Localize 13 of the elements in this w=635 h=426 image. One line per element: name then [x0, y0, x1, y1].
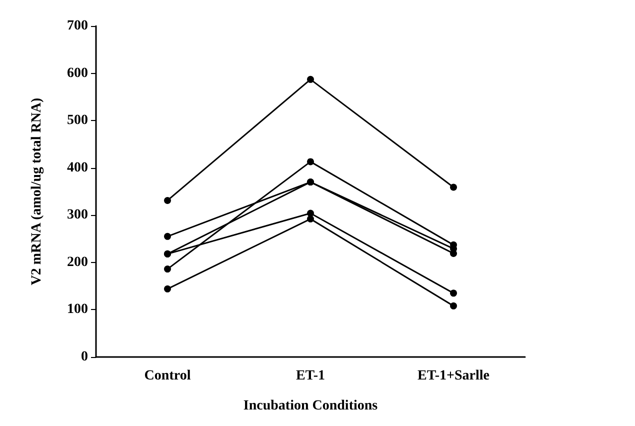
x-tick-label: ET-1+Sarlle — [417, 368, 490, 384]
x-tick-label: ET-1 — [296, 368, 326, 384]
y-tick-label: 700 — [67, 18, 88, 34]
y-tick-label: 200 — [67, 254, 88, 270]
y-tick-label: 400 — [67, 160, 88, 176]
x-tick-label: Control — [144, 368, 191, 384]
y-tick-label: 100 — [67, 302, 88, 318]
x-axis-title: Incubation Conditions — [243, 398, 378, 414]
y-tick-label: 0 — [81, 350, 88, 364]
y-axis-title: V2 mRNA (amol/ug total RNA) — [30, 97, 44, 286]
y-tick-label: 500 — [67, 113, 88, 128]
y-tick-label: 600 — [67, 66, 88, 81]
y-tick-label: 300 — [67, 208, 88, 223]
